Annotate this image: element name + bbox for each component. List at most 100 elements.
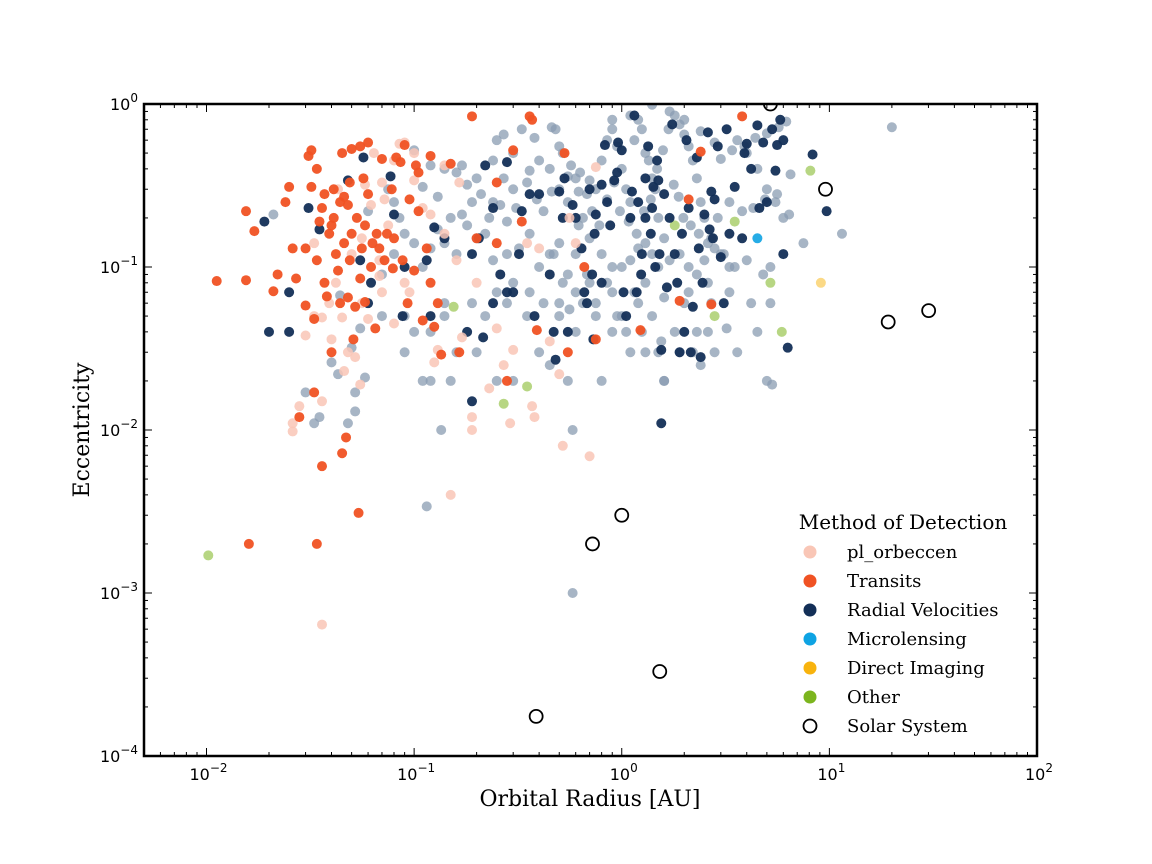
data-point <box>508 184 519 195</box>
data-point <box>667 119 678 130</box>
data-point <box>724 197 735 208</box>
legend-label: Solar System <box>847 716 968 737</box>
data-point <box>284 287 295 298</box>
data-point <box>376 153 387 164</box>
data-point <box>454 177 465 188</box>
data-point <box>488 203 499 214</box>
data-point <box>554 311 565 322</box>
data-point <box>326 357 337 368</box>
data-point <box>360 220 371 231</box>
data-point <box>709 347 720 358</box>
data-point <box>721 323 732 334</box>
data-point <box>241 206 252 217</box>
data-point <box>306 145 317 156</box>
data-point <box>399 277 410 288</box>
data-point <box>534 262 545 272</box>
data-point <box>584 451 595 462</box>
data-point <box>625 212 636 223</box>
data-point <box>374 271 385 282</box>
data-point <box>746 298 757 309</box>
data-point <box>554 186 565 197</box>
y-axis-label: Eccentricity <box>70 362 95 497</box>
data-point <box>467 249 478 260</box>
data-point <box>550 354 561 365</box>
data-point <box>467 111 478 122</box>
y-tick-label: 10−1 <box>100 254 138 277</box>
data-point <box>668 179 679 190</box>
data-point <box>309 238 320 249</box>
data-point <box>376 311 387 322</box>
data-point <box>421 501 432 512</box>
data-point <box>358 173 369 184</box>
data-point <box>702 127 713 138</box>
data-point <box>770 197 781 208</box>
data-point <box>445 489 456 500</box>
data-point <box>516 216 527 227</box>
data-point <box>379 194 390 205</box>
data-point <box>350 301 361 312</box>
data-point <box>495 269 506 280</box>
data-point <box>291 273 302 284</box>
data-point <box>647 104 658 110</box>
data-point <box>681 135 692 146</box>
data-point <box>752 233 763 244</box>
data-point <box>300 387 311 398</box>
data-point <box>661 282 672 293</box>
x-tick-label: 10−2 <box>189 761 227 784</box>
data-point <box>590 334 601 345</box>
data-point <box>409 175 420 186</box>
data-point <box>709 243 720 254</box>
data-point <box>562 347 573 358</box>
data-point <box>317 396 328 407</box>
data-point <box>784 209 795 220</box>
data-point <box>342 200 353 211</box>
data-point <box>729 262 740 272</box>
data-point <box>397 311 408 322</box>
data-point <box>538 298 549 309</box>
data-point <box>581 298 592 309</box>
legend-item: pl_orbeccen <box>803 542 958 563</box>
data-point <box>612 311 623 322</box>
data-point <box>451 255 462 266</box>
data-point <box>765 262 776 272</box>
data-point <box>640 347 651 358</box>
data-point <box>488 298 499 309</box>
legend-item: Transits <box>803 571 921 592</box>
data-point <box>562 375 573 386</box>
data-point <box>524 165 535 176</box>
data-point <box>488 255 499 266</box>
data-point <box>741 138 752 149</box>
solar-system-point <box>614 507 630 523</box>
data-point <box>471 347 482 358</box>
data-point <box>314 412 325 423</box>
legend-marker <box>803 661 817 675</box>
data-point <box>584 184 595 195</box>
data-point <box>259 216 270 227</box>
data-point <box>564 304 575 315</box>
data-point <box>758 137 769 148</box>
data-point <box>467 396 478 407</box>
legend-marker <box>803 632 817 646</box>
data-point <box>409 265 420 276</box>
data-point <box>488 155 499 166</box>
data-point <box>425 277 436 288</box>
data-point <box>557 440 568 451</box>
legend-item: Radial Velocities <box>803 600 999 621</box>
data-point <box>618 287 629 298</box>
data-point <box>324 228 335 239</box>
data-point <box>807 149 818 160</box>
data-point <box>775 114 786 125</box>
data-point <box>456 160 467 171</box>
data-point <box>729 216 740 227</box>
data-point <box>695 197 706 208</box>
data-point <box>501 157 512 168</box>
data-point <box>344 255 355 266</box>
data-point <box>548 249 559 260</box>
data-point <box>326 334 337 345</box>
data-point <box>330 249 341 260</box>
data-point <box>886 122 897 133</box>
series-radial-velocities <box>259 110 832 429</box>
data-point <box>376 177 387 188</box>
data-point <box>778 135 789 146</box>
data-point <box>643 155 654 166</box>
